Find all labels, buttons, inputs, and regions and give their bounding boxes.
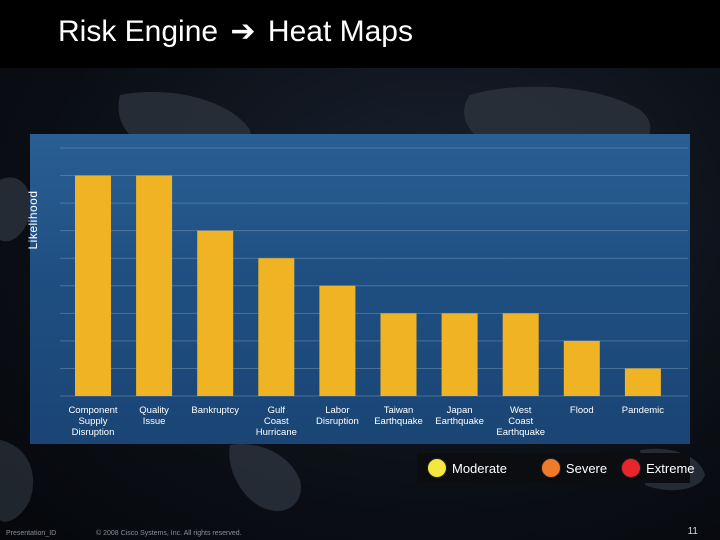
- footer-copyright: © 2008 Cisco Systems, Inc. All rights re…: [96, 530, 242, 537]
- extreme-swatch-icon: [621, 458, 642, 478]
- category-label: Taiwan Earthquake: [374, 405, 423, 427]
- slide-title: Risk Engine ➔ Heat Maps: [58, 14, 413, 49]
- bar: [380, 313, 417, 396]
- title-left: Risk Engine: [58, 15, 219, 48]
- category-label: West Coast Earthquake: [496, 405, 545, 438]
- legend-label-severe: Severe: [565, 460, 608, 476]
- category-label: Bankruptcy: [191, 405, 239, 416]
- severe-swatch-icon: [540, 458, 561, 478]
- bar: [563, 340, 600, 396]
- legend-label-extreme: Extreme: [646, 460, 695, 476]
- category-label: Component Supply Disruption: [68, 405, 117, 438]
- bar: [136, 175, 173, 396]
- bar: [502, 313, 539, 396]
- category-label: Pandemic: [622, 405, 664, 416]
- title-right: Heat Maps: [267, 15, 413, 48]
- title-bar: Risk Engine ➔ Heat Maps: [0, 0, 720, 68]
- legend-item-extreme: Extreme: [621, 458, 695, 478]
- category-label: Gulf Coast Hurricane: [256, 405, 297, 438]
- category-label: Labor Disruption: [316, 405, 359, 427]
- arrow-right-icon: ➔: [230, 15, 256, 48]
- moderate-swatch-icon: [427, 458, 447, 478]
- page-number: 11: [687, 526, 698, 537]
- category-label: Quality Issue: [139, 405, 169, 427]
- footer-presentation-id: Presentation_ID: [6, 530, 57, 537]
- bar: [258, 258, 295, 396]
- category-label: Flood: [570, 405, 594, 416]
- category-label: Japan Earthquake: [435, 405, 484, 427]
- legend: Moderate Severe Extreme: [417, 453, 695, 483]
- legend-label-moderate: Moderate: [452, 460, 507, 476]
- bar: [197, 230, 234, 396]
- legend-item-severe: Severe: [540, 458, 608, 478]
- y-axis-label-text: Likelihood: [26, 190, 40, 250]
- bar: [441, 313, 478, 396]
- legend-item-moderate: Moderate: [427, 458, 507, 478]
- bar: [624, 368, 661, 396]
- bar: [319, 285, 356, 396]
- bar: [75, 175, 111, 396]
